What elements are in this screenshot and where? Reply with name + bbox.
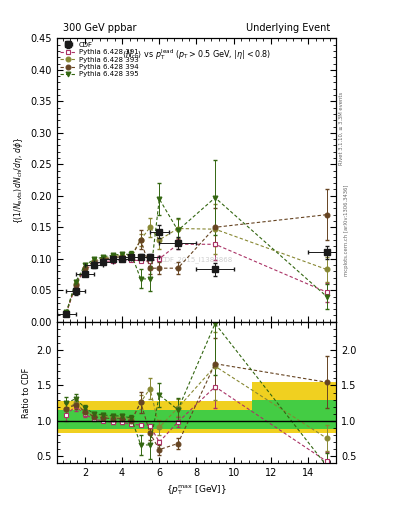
Pythia 6.428 393 xyxy=(176,225,180,231)
Pythia 6.428 393 xyxy=(148,224,152,230)
Pythia 6.428 393 xyxy=(213,226,217,232)
Pythia 6.428 394 xyxy=(213,224,217,230)
Pythia 6.428 395 xyxy=(110,252,115,258)
Pythia 6.428 393 xyxy=(138,237,143,243)
Pythia 6.428 395 xyxy=(129,251,134,258)
Pythia 6.428 391 xyxy=(148,258,152,264)
Pythia 6.428 395 xyxy=(324,293,329,300)
Pythia 6.428 395 xyxy=(83,262,87,268)
Y-axis label: $\{(1/N_{\rm evts})\,dN_{\rm ch}/d\eta,\,d\phi\}$: $\{(1/N_{\rm evts})\,dN_{\rm ch}/d\eta,\… xyxy=(12,137,25,224)
Text: CDF_2015_I1388868: CDF_2015_I1388868 xyxy=(160,256,233,263)
Pythia 6.428 391 xyxy=(213,241,217,247)
Pythia 6.428 393 xyxy=(101,255,106,261)
Pythia 6.428 395 xyxy=(176,227,180,233)
Pythia 6.428 394 xyxy=(120,254,125,260)
Pythia 6.428 395 xyxy=(213,195,217,201)
Pythia 6.428 393 xyxy=(92,258,97,264)
Pythia 6.428 394 xyxy=(101,257,106,263)
Pythia 6.428 394 xyxy=(83,265,87,271)
Pythia 6.428 395 xyxy=(101,254,106,260)
Pythia 6.428 391 xyxy=(138,258,143,264)
Pythia 6.428 393 xyxy=(83,265,87,271)
Pythia 6.428 394 xyxy=(157,265,162,271)
Pythia 6.428 393 xyxy=(120,252,125,259)
Pythia 6.428 391 xyxy=(129,257,134,263)
Pythia 6.428 391 xyxy=(83,266,87,272)
Text: Rivet 3.1.10, ≥ 3.3M events: Rivet 3.1.10, ≥ 3.3M events xyxy=(339,91,343,165)
Pythia 6.428 394 xyxy=(110,254,115,261)
Pythia 6.428 391 xyxy=(120,257,125,263)
Pythia 6.428 391 xyxy=(110,258,115,264)
Pythia 6.428 393 xyxy=(73,281,78,287)
Text: Underlying Event: Underlying Event xyxy=(246,23,331,33)
Text: 300 GeV ppbar: 300 GeV ppbar xyxy=(62,23,136,33)
Pythia 6.428 391 xyxy=(92,261,97,267)
Pythia 6.428 394 xyxy=(176,265,180,271)
Pythia 6.428 394 xyxy=(324,211,329,218)
Pythia 6.428 394 xyxy=(138,237,143,243)
Pythia 6.428 393 xyxy=(157,237,162,243)
Pythia 6.428 393 xyxy=(324,266,329,272)
Pythia 6.428 395 xyxy=(120,251,125,258)
Pythia 6.428 394 xyxy=(64,310,69,316)
Pythia 6.428 393 xyxy=(64,310,69,316)
Pythia 6.428 395 xyxy=(92,257,97,263)
Pythia 6.428 395 xyxy=(148,276,152,282)
X-axis label: $\{p_{\rm T}^{\rm max}\ [\rm{GeV}]\}$: $\{p_{\rm T}^{\rm max}\ [\rm{GeV}]\}$ xyxy=(166,484,227,497)
Pythia 6.428 394 xyxy=(148,265,152,271)
Pythia 6.428 391 xyxy=(176,241,180,247)
Text: $\langle N_{\rm ch}\rangle$ vs $p_{\rm T}^{\rm lead}$ ($p_{\rm T}>0.5$ GeV, $|\e: $\langle N_{\rm ch}\rangle$ vs $p_{\rm T… xyxy=(122,47,271,62)
Pythia 6.428 391 xyxy=(324,289,329,295)
Pythia 6.428 393 xyxy=(129,252,134,259)
Line: Pythia 6.428 394: Pythia 6.428 394 xyxy=(64,212,329,315)
Line: Pythia 6.428 391: Pythia 6.428 391 xyxy=(64,242,329,316)
Pythia 6.428 391 xyxy=(64,310,69,316)
Pythia 6.428 391 xyxy=(101,259,106,265)
Pythia 6.428 393 xyxy=(110,253,115,259)
Legend: CDF, Pythia 6.428 391, Pythia 6.428 393, Pythia 6.428 394, Pythia 6.428 395: CDF, Pythia 6.428 391, Pythia 6.428 393,… xyxy=(59,40,140,79)
Pythia 6.428 391 xyxy=(73,282,78,288)
Pythia 6.428 394 xyxy=(73,282,78,288)
Line: Pythia 6.428 393: Pythia 6.428 393 xyxy=(64,225,329,315)
Text: mcplots.cern.ch [arXiv:1306.3436]: mcplots.cern.ch [arXiv:1306.3436] xyxy=(344,185,349,276)
Pythia 6.428 394 xyxy=(129,254,134,260)
Pythia 6.428 395 xyxy=(138,276,143,282)
Pythia 6.428 395 xyxy=(157,196,162,202)
Pythia 6.428 395 xyxy=(64,309,69,315)
Line: Pythia 6.428 395: Pythia 6.428 395 xyxy=(64,195,329,315)
Y-axis label: Ratio to CDF: Ratio to CDF xyxy=(22,368,31,418)
Pythia 6.428 395 xyxy=(73,279,78,285)
Pythia 6.428 391 xyxy=(157,255,162,262)
Pythia 6.428 394 xyxy=(92,259,97,265)
